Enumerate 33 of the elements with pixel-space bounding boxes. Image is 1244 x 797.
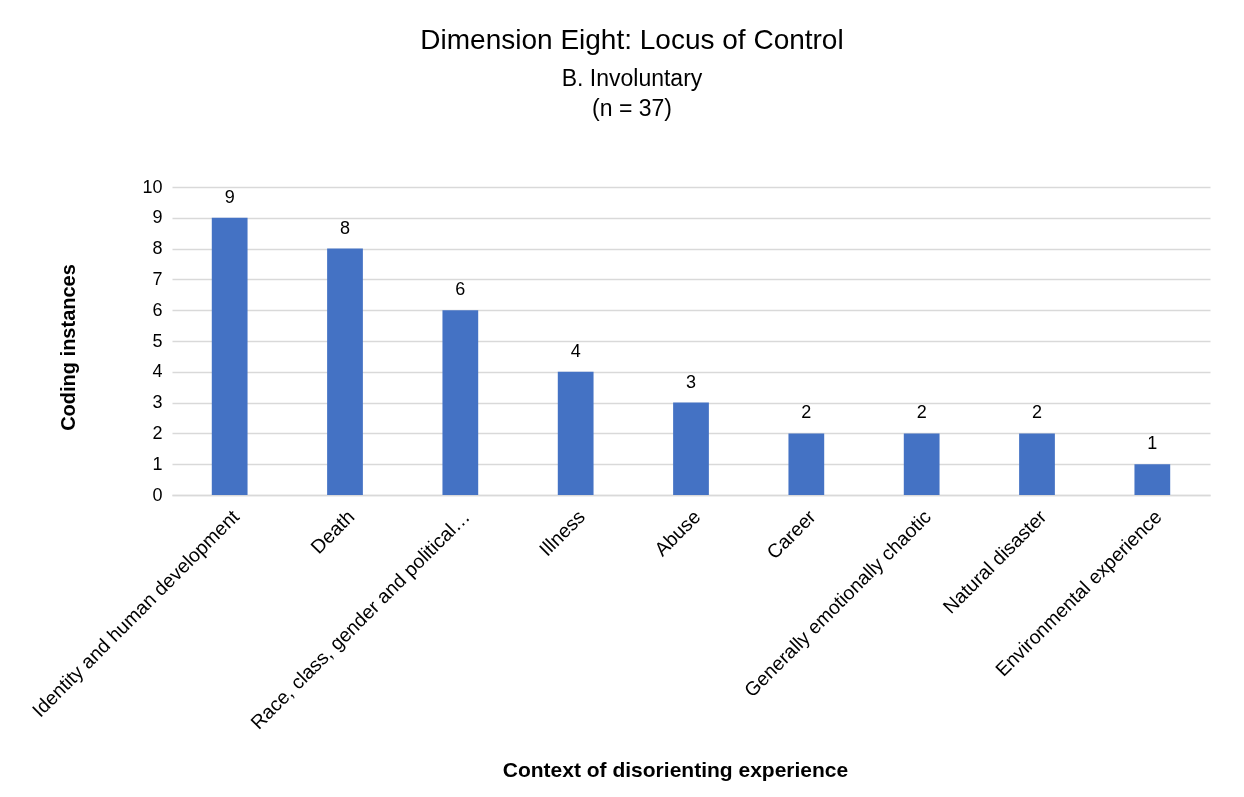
data-label: 1: [1147, 433, 1158, 454]
y-axis-title: Coding instances: [56, 264, 79, 431]
y-tick-label: 4: [152, 361, 163, 382]
data-label: 9: [224, 186, 235, 207]
bar: [211, 217, 248, 495]
bar: [788, 433, 825, 495]
y-tick-label: 1: [152, 453, 163, 474]
y-tick-label: 0: [152, 484, 163, 505]
data-label: 2: [1031, 402, 1043, 423]
y-tick-label: 10: [142, 176, 163, 197]
data-label: 2: [916, 402, 927, 423]
bar: [903, 433, 940, 495]
y-tick-label: 3: [152, 392, 163, 413]
chart-title: Dimension Eight: Locus of Control: [420, 24, 844, 55]
data-label: 2: [801, 402, 812, 423]
data-label: 8: [339, 217, 351, 238]
bar: [327, 248, 363, 495]
data-label: 6: [455, 279, 466, 300]
y-tick-label: 9: [152, 207, 163, 228]
bar: [1134, 464, 1171, 495]
bar: [673, 402, 709, 495]
y-tick-label: 2: [152, 422, 163, 443]
y-tick-label: 7: [152, 268, 163, 289]
data-label: 3: [685, 371, 697, 392]
y-tick-label: 8: [152, 238, 163, 259]
y-tick-label: 6: [152, 299, 163, 320]
x-axis-title: Context of disorienting experience: [502, 757, 849, 781]
bar: [557, 371, 594, 495]
y-tick-label: 5: [152, 330, 163, 351]
data-label: 4: [570, 340, 581, 361]
bar: [1019, 433, 1055, 495]
bar: [442, 310, 479, 495]
chart-subtitle: B. Involuntary (n = 37): [561, 65, 703, 121]
